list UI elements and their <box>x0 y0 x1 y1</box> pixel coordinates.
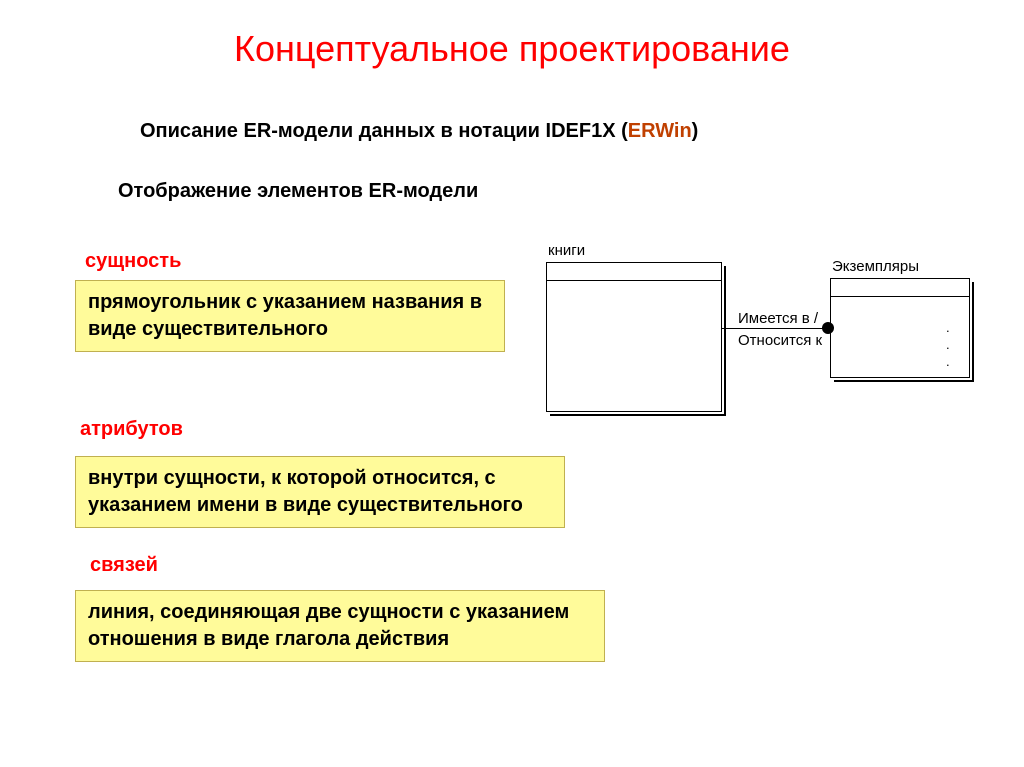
page-title: Концептуальное проектирование <box>0 28 1024 70</box>
relations-description-box: линия, соединяющая две сущности с указан… <box>75 590 605 662</box>
relation-text-top: Имеется в / <box>738 310 818 328</box>
subtitle-prefix: Описание ER-модели данных в нотации IDEF… <box>140 120 628 142</box>
relation-endpoint-dot <box>822 322 834 334</box>
subtitle: Описание ER-модели данных в нотации IDEF… <box>140 120 698 143</box>
section-heading: Отображение элементов ER-модели <box>118 180 478 203</box>
subtitle-suffix: ) <box>692 120 699 142</box>
relation-text-bottom: Относится к <box>738 332 822 350</box>
entity1-box <box>546 262 722 412</box>
entity2-title: Экземпляры <box>832 258 919 275</box>
entity2-dots: ... <box>946 320 950 371</box>
erwin-link[interactable]: ERWin <box>628 120 692 142</box>
entity2-header <box>831 279 969 297</box>
entity1-header <box>547 263 721 281</box>
entity1-title: книги <box>548 242 585 259</box>
attributes-description-box: внутри сущности, к которой относится, с … <box>75 456 565 528</box>
relation-line <box>722 328 830 329</box>
entity-label: сущность <box>85 250 181 273</box>
relations-label: связей <box>90 554 158 577</box>
attributes-label: атрибутов <box>80 418 183 441</box>
entity-description-box: прямоугольник с указанием названия в вид… <box>75 280 505 352</box>
